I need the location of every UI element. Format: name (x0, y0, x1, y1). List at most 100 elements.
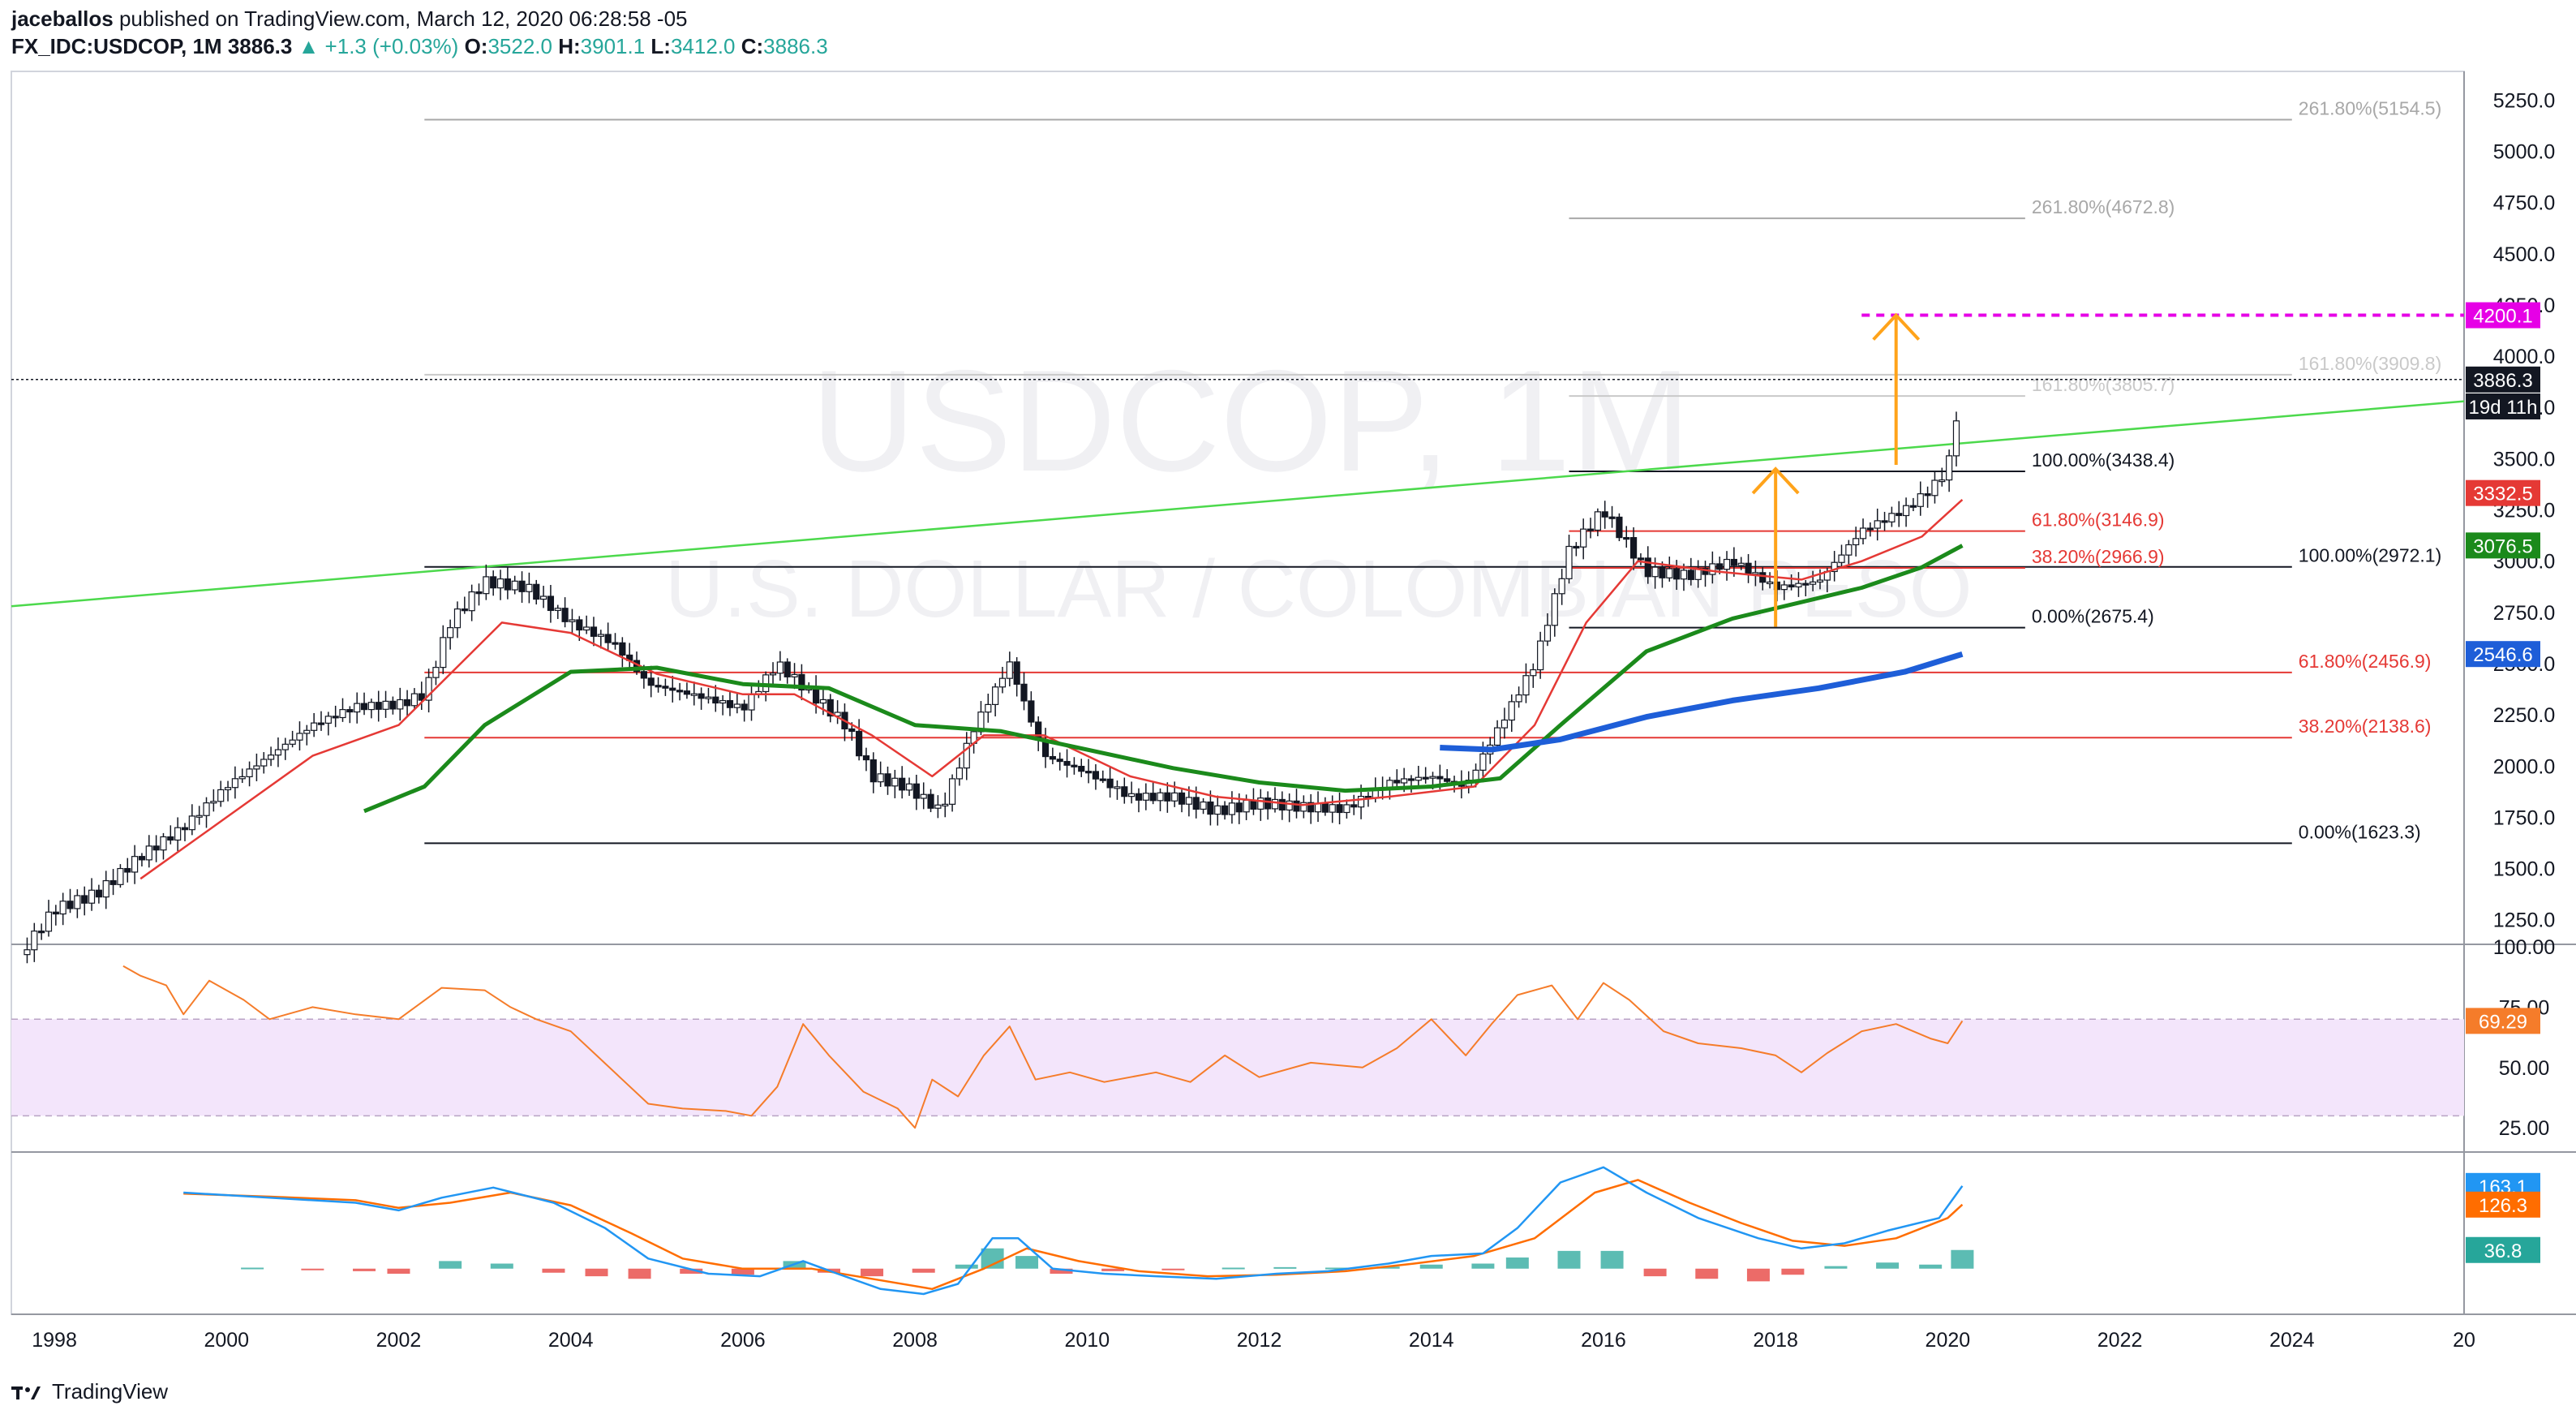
candle-body (1522, 675, 1530, 696)
price-tick-label: 4000.0 (2493, 346, 2555, 368)
price-tick-label: 5000.0 (2493, 141, 2555, 164)
price-tick-label: 4500.0 (2493, 243, 2555, 266)
macd-value-label: 126.3 (2479, 1195, 2527, 1217)
candle-body (397, 699, 404, 710)
candle-body (1257, 797, 1264, 810)
rsi-value-label-bg (2466, 1008, 2540, 1034)
rsi-tick-label: 25.00 (2499, 1117, 2550, 1140)
candle-body (1472, 769, 1479, 781)
price-tick-label: 2000.0 (2493, 755, 2555, 778)
candle-body (934, 804, 942, 809)
candle-body (748, 693, 755, 711)
candle-body (1680, 570, 1688, 580)
candle-body (1235, 802, 1243, 813)
candle-body (1479, 753, 1487, 771)
candle-body (109, 879, 117, 885)
candle-body (1629, 537, 1638, 559)
brand-name[interactable]: TradingView (52, 1379, 169, 1404)
candle-body (1795, 583, 1802, 587)
candle-body (1300, 802, 1307, 812)
up-triangle-icon: ▲ (298, 34, 320, 58)
fib-level-label: 261.80%(5154.5) (2299, 97, 2441, 118)
candle-body (1135, 793, 1143, 801)
candle-body (998, 677, 1007, 688)
candle-body (1286, 800, 1293, 811)
author-name[interactable]: jaceballos (11, 6, 114, 31)
candle-body (346, 709, 354, 713)
macd-histogram-bar (1471, 1263, 1495, 1269)
macd-histogram-bar (1746, 1268, 1770, 1282)
low-label: L: (650, 34, 671, 58)
candle-body (1049, 755, 1056, 760)
candle-body (1586, 528, 1595, 531)
candle-body (174, 827, 182, 841)
candle-body (1121, 786, 1128, 797)
candle-body (1192, 797, 1200, 810)
candle-body (1601, 511, 1608, 518)
macd-histogram-bar (680, 1268, 703, 1274)
macd-histogram-bar (1876, 1262, 1900, 1269)
candle-body (1307, 802, 1315, 813)
candle-body (1071, 764, 1078, 767)
candle-body (289, 739, 296, 745)
candle-body (992, 686, 999, 706)
macd-histogram-bar (1781, 1268, 1805, 1275)
candle-body (52, 911, 59, 915)
candle-body (1006, 661, 1013, 679)
time-tick-label: 2004 (548, 1329, 594, 1352)
candle-body (698, 693, 705, 699)
candle-body (1401, 778, 1408, 784)
candle-body (1200, 801, 1207, 810)
candle-body (1243, 799, 1250, 813)
candle-body (948, 778, 956, 805)
candle-body (483, 576, 490, 595)
candle-body (203, 802, 210, 816)
fib-level-label: 100.00%(2972.1) (2299, 545, 2441, 566)
candle-body (425, 677, 432, 701)
macd-histogram-bar (301, 1268, 324, 1270)
fib-level-label: 261.80%(4672.8) (2032, 196, 2175, 217)
fib-level-label: 61.80%(3146.9) (2032, 509, 2165, 531)
candle-body (856, 730, 863, 757)
candle-body (1056, 759, 1063, 763)
price-tick-label: 1750.0 (2493, 806, 2555, 829)
open-value: 3522.0 (487, 34, 552, 58)
price-axis-label: 3332.5 (2473, 484, 2532, 505)
candle-body (533, 583, 540, 600)
candle-body (1759, 572, 1767, 583)
candle-body (24, 949, 31, 956)
candle-body (1228, 802, 1236, 815)
candle-body (181, 827, 189, 831)
candle-body (1142, 793, 1149, 801)
candle-body (511, 580, 518, 591)
candle-body (303, 729, 311, 734)
candle-body (1422, 776, 1429, 780)
candle-body (210, 801, 217, 804)
candle-body (1278, 798, 1286, 811)
candle-body (942, 803, 949, 806)
candle-body (1737, 562, 1745, 566)
candle-body (1780, 584, 1788, 591)
candle-body (719, 699, 727, 704)
price-axis-label: 2546.6 (2473, 644, 2532, 666)
candle-body (1917, 493, 1924, 507)
symbol-label[interactable]: FX_IDC:USDCOP, 1M (11, 34, 222, 58)
close-value: 3886.3 (763, 34, 828, 58)
candle-body (1802, 583, 1810, 586)
macd-histogram-bar (1951, 1249, 1974, 1269)
price-axis-label-bg (2466, 302, 2540, 329)
candle-body (1881, 520, 1888, 523)
time-tick-label: 2006 (720, 1329, 766, 1352)
candle-body (1114, 786, 1121, 789)
candle-body (1874, 520, 1881, 529)
price-axis-label: 19d 11h (2469, 397, 2538, 419)
candle-body (1164, 792, 1171, 802)
candle-body (927, 793, 934, 809)
candle-body (188, 815, 195, 831)
candle-body (95, 889, 102, 898)
candle-body (554, 608, 561, 612)
macd-histogram-bar (1376, 1266, 1400, 1269)
candle-body (776, 661, 784, 674)
time-tick-label: 2000 (204, 1329, 249, 1352)
